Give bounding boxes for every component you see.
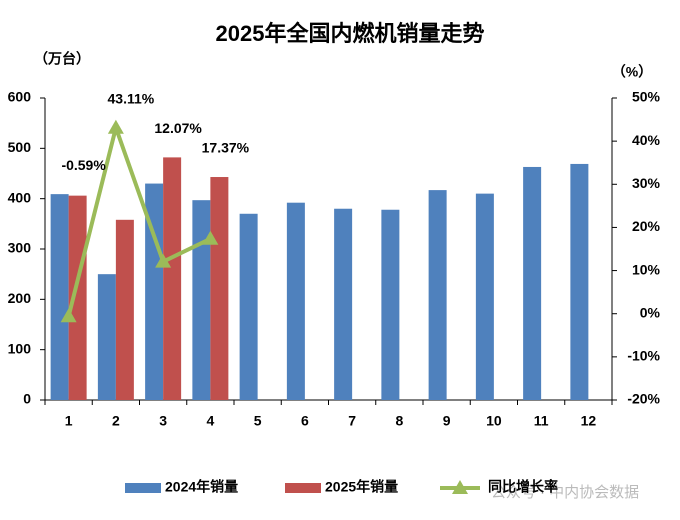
y-tick-label: 0 bbox=[23, 391, 31, 407]
legend-swatch bbox=[125, 483, 161, 493]
legend-label: 同比增长率 bbox=[488, 479, 558, 495]
bar bbox=[115, 219, 134, 400]
y2-tick-label: 10% bbox=[632, 261, 661, 277]
bar bbox=[145, 183, 164, 400]
data-label: 17.37% bbox=[202, 140, 250, 156]
x-tick-label: 5 bbox=[254, 413, 262, 429]
legend-swatch bbox=[452, 480, 468, 494]
x-tick-label: 3 bbox=[159, 413, 167, 429]
bar bbox=[475, 193, 494, 400]
y-tick-label: 300 bbox=[8, 240, 32, 256]
bar bbox=[286, 202, 305, 400]
watermark: 公众号 · 中内协会数据 bbox=[491, 484, 639, 501]
x-tick-label: 7 bbox=[348, 413, 356, 429]
x-tick-label: 10 bbox=[486, 413, 502, 429]
y2-tick-label: 30% bbox=[632, 175, 661, 191]
y-tick-label: 400 bbox=[8, 189, 32, 205]
bar bbox=[68, 195, 87, 400]
bar bbox=[570, 163, 589, 400]
y2-tick-label: 40% bbox=[632, 132, 661, 148]
x-tick-label: 6 bbox=[301, 413, 309, 429]
data-label: 12.07% bbox=[154, 120, 202, 136]
x-tick-label: 9 bbox=[443, 413, 451, 429]
marker bbox=[60, 308, 77, 323]
bar bbox=[334, 208, 353, 400]
bar bbox=[381, 209, 400, 400]
y2-tick-label: -20% bbox=[627, 391, 660, 407]
x-tick-label: 11 bbox=[534, 413, 549, 429]
y2-tick-label: 50% bbox=[632, 89, 661, 105]
bar bbox=[50, 194, 69, 400]
bar bbox=[428, 190, 447, 400]
marker bbox=[155, 253, 172, 268]
y-tick-label: 200 bbox=[8, 290, 32, 306]
x-tick-label: 12 bbox=[581, 413, 597, 429]
y2-axis-label: （%） bbox=[612, 64, 652, 80]
y2-tick-label: 20% bbox=[632, 218, 661, 234]
line bbox=[66, 125, 212, 317]
legend-label: 2024年销量 bbox=[165, 479, 238, 495]
y-axis-label: （万台） bbox=[34, 51, 90, 67]
bar bbox=[523, 166, 542, 400]
marker bbox=[107, 119, 124, 134]
y-tick-label: 600 bbox=[8, 89, 32, 105]
x-tick-label: 1 bbox=[65, 413, 73, 429]
bar bbox=[163, 157, 182, 400]
y2-tick-label: -10% bbox=[627, 348, 660, 364]
legend-swatch bbox=[285, 483, 321, 493]
x-tick-label: 2 bbox=[112, 413, 120, 429]
bar bbox=[192, 200, 211, 400]
chart-title: 2025年全国内燃机销量走势 bbox=[216, 21, 485, 46]
bar bbox=[210, 177, 229, 400]
bar bbox=[97, 274, 116, 400]
data-label: -0.59% bbox=[61, 157, 106, 173]
legend-label: 2025年销量 bbox=[325, 479, 398, 495]
y-tick-label: 100 bbox=[8, 340, 32, 356]
marker bbox=[202, 230, 219, 245]
x-tick-label: 4 bbox=[206, 413, 214, 429]
y-tick-label: 500 bbox=[8, 139, 32, 155]
x-tick-label: 8 bbox=[395, 413, 403, 429]
bar bbox=[239, 213, 258, 400]
y2-tick-label: 0% bbox=[640, 304, 661, 320]
data-label: 43.11% bbox=[108, 90, 155, 106]
